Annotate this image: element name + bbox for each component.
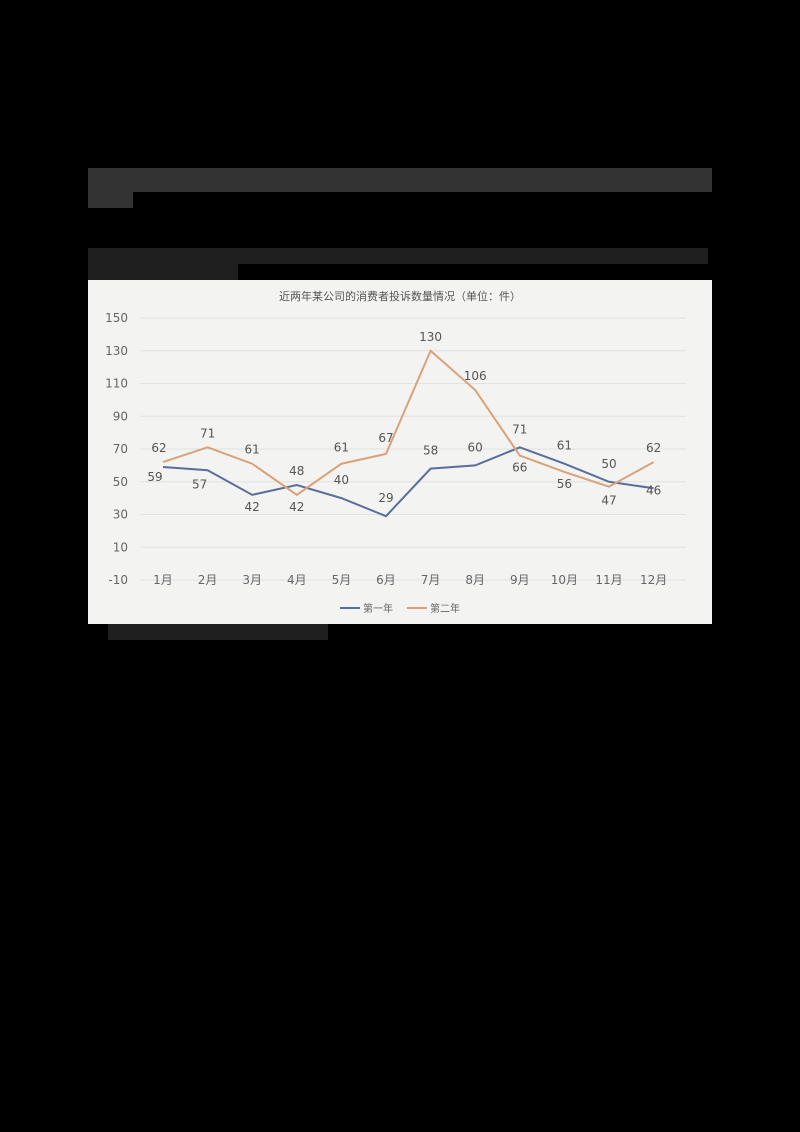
series-line-2 bbox=[162, 349, 655, 497]
y-tick-label: 50 bbox=[113, 475, 128, 489]
data-label: 106 bbox=[464, 369, 487, 383]
data-label: 47 bbox=[601, 494, 616, 508]
y-tick-label: -10 bbox=[108, 573, 128, 587]
line-chart-plot: 150 130 110 90 70 50 30 10 -10 1月 2月 3月 4月 5月 6月 7月 8月 9月… bbox=[105, 311, 686, 587]
data-label: 130 bbox=[419, 330, 442, 344]
data-label: 62 bbox=[151, 441, 166, 455]
y-tick-label: 30 bbox=[113, 508, 128, 522]
redacted-text-line bbox=[88, 168, 712, 192]
data-label: 71 bbox=[200, 426, 215, 440]
legend-swatch-year1 bbox=[340, 606, 360, 609]
y-tick-label: 10 bbox=[113, 540, 128, 554]
x-tick-label: 5月 bbox=[332, 573, 352, 587]
y-tick-label: 130 bbox=[105, 344, 128, 358]
data-label: 40 bbox=[334, 473, 349, 487]
redacted-text-line bbox=[108, 624, 328, 640]
redacted-text-line bbox=[88, 192, 133, 208]
y-tick-label: 70 bbox=[113, 442, 128, 456]
x-tick-label: 10月 bbox=[551, 573, 578, 587]
x-tick-label: 12月 bbox=[640, 573, 667, 587]
data-label: 67 bbox=[378, 431, 393, 445]
data-label: 29 bbox=[378, 491, 393, 505]
data-label: 56 bbox=[557, 477, 572, 491]
chart-title: 近两年某公司的消费者投诉数量情况（单位：件） bbox=[279, 290, 521, 303]
x-tick-label: 7月 bbox=[421, 573, 441, 587]
series-line-1 bbox=[162, 446, 654, 518]
chart-legend: 第一年 第二年 bbox=[88, 600, 712, 615]
data-label: 42 bbox=[245, 500, 260, 514]
data-label: 61 bbox=[245, 443, 260, 457]
data-label: 62 bbox=[646, 441, 661, 455]
redacted-text-line bbox=[88, 248, 708, 264]
x-tick-label: 3月 bbox=[242, 573, 262, 587]
x-tick-label: 6月 bbox=[376, 573, 396, 587]
y-tick-label: 150 bbox=[105, 311, 128, 325]
legend-label-year2: 第二年 bbox=[430, 604, 460, 615]
data-label: 58 bbox=[423, 444, 438, 458]
data-label: 48 bbox=[289, 464, 304, 478]
chart-container: 近两年某公司的消费者投诉数量情况（单位：件） 150 130 110 90 70 50 30… bbox=[88, 280, 712, 624]
data-label: 60 bbox=[468, 440, 483, 454]
x-tick-label: 9月 bbox=[510, 573, 530, 587]
data-label: 61 bbox=[557, 439, 572, 453]
data-label: 46 bbox=[646, 483, 661, 497]
x-tick-label: 8月 bbox=[465, 573, 485, 587]
x-tick-label: 11月 bbox=[595, 573, 622, 587]
data-label: 66 bbox=[512, 461, 527, 475]
data-label: 61 bbox=[334, 441, 349, 455]
legend-label-year1: 第一年 bbox=[363, 604, 393, 615]
data-label: 71 bbox=[512, 422, 527, 436]
legend-swatch-year2 bbox=[407, 606, 427, 609]
redacted-text-line bbox=[88, 264, 238, 280]
x-tick-label: 4月 bbox=[287, 573, 307, 587]
y-tick-label: 110 bbox=[105, 377, 128, 391]
legend-item-year1: 第一年 bbox=[340, 600, 393, 615]
data-label: 59 bbox=[147, 470, 162, 484]
x-tick-label: 2月 bbox=[198, 573, 218, 587]
data-label: 57 bbox=[192, 477, 207, 491]
y-tick-label: 90 bbox=[113, 409, 128, 423]
data-label: 42 bbox=[289, 500, 304, 514]
x-tick-label: 1月 bbox=[153, 573, 173, 587]
data-label: 50 bbox=[601, 457, 616, 471]
legend-item-year2: 第二年 bbox=[407, 600, 460, 615]
